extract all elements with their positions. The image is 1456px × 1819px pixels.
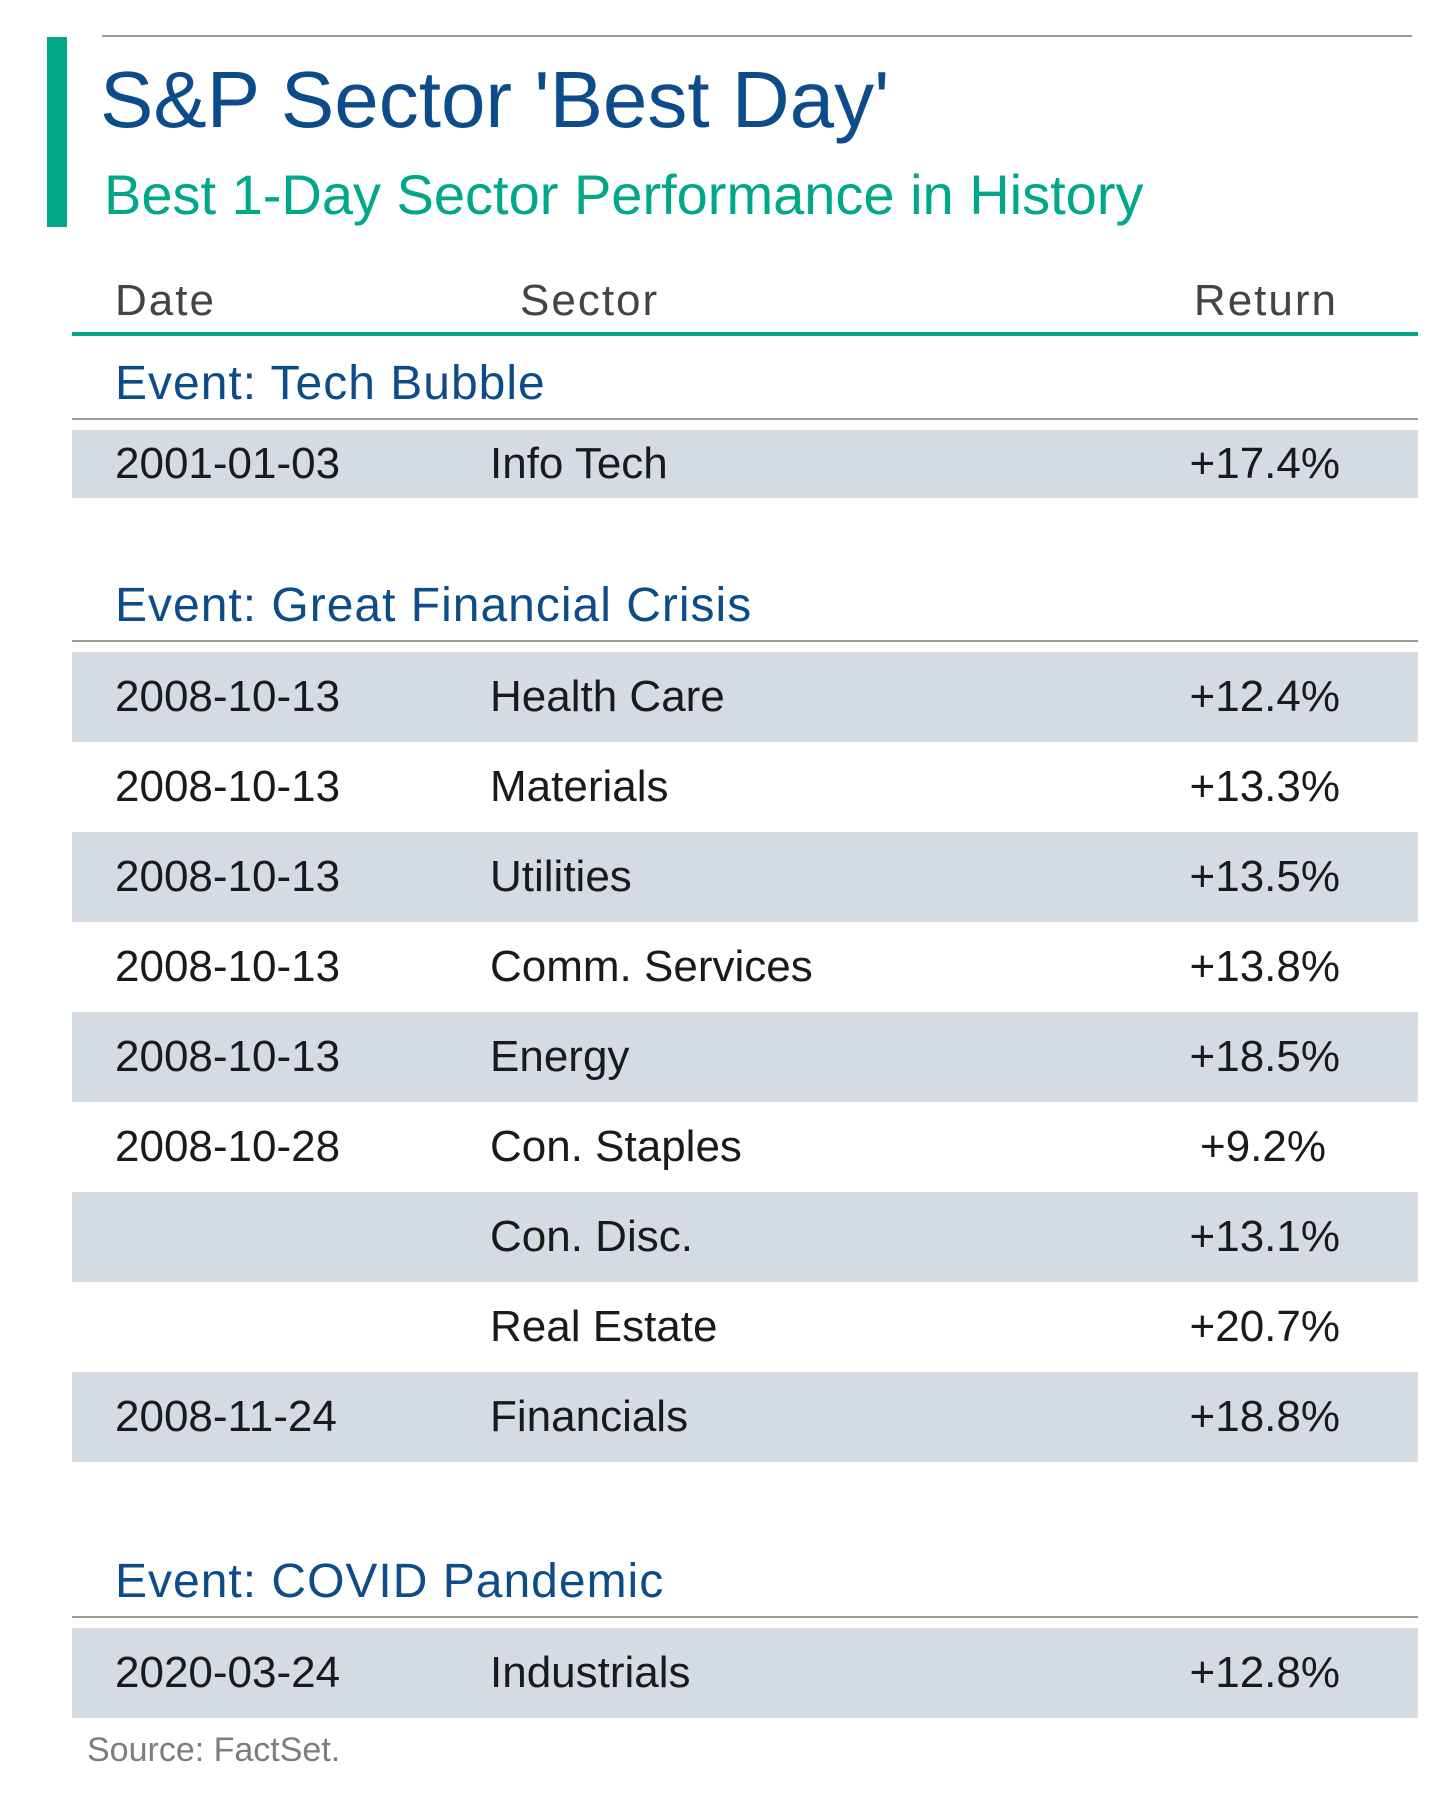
row-return: +17.4%	[1189, 439, 1340, 488]
row-return: +18.8%	[1189, 1392, 1340, 1441]
row-sector: Info Tech	[490, 439, 668, 488]
table-row: 2008-10-13 Energy +18.5%	[72, 1012, 1418, 1102]
table-row: 2008-10-13 Utilities +13.5%	[72, 832, 1418, 922]
row-sector: Energy	[490, 1032, 630, 1081]
source-note: Source: FactSet.	[87, 1731, 341, 1769]
row-return: +13.8%	[1189, 942, 1340, 991]
row-return: +9.2%	[1200, 1122, 1326, 1171]
row-date: 2008-10-13	[115, 672, 341, 721]
table-row: 2001-01-03 Info Tech +17.4%	[72, 430, 1418, 498]
header-date: Date	[115, 276, 216, 325]
table-row: Con. Disc. +13.1%	[72, 1192, 1418, 1282]
row-return: +13.5%	[1189, 852, 1340, 901]
table-row: 2020-03-24 Industrials +12.8%	[72, 1628, 1418, 1718]
top-rule	[102, 35, 1412, 37]
chart-title: S&P Sector 'Best Day'	[100, 55, 890, 144]
row-date: 2008-10-28	[115, 1122, 341, 1171]
table-row: 2008-11-24 Financials +18.8%	[72, 1372, 1418, 1462]
row-sector: Con. Staples	[490, 1122, 742, 1171]
row-date: 2008-10-13	[115, 942, 341, 991]
row-sector: Health Care	[490, 672, 725, 721]
group-title: Event: Tech Bubble	[72, 336, 1418, 420]
sector-table: Date Sector Return Event: Tech Bubble 20…	[72, 270, 1418, 1718]
group-title: Event: COVID Pandemic	[72, 1526, 1418, 1618]
table-row: 2008-10-13 Comm. Services +13.8%	[72, 922, 1418, 1012]
row-sector: Financials	[490, 1392, 689, 1441]
row-return: +18.5%	[1189, 1032, 1340, 1081]
accent-bar	[47, 37, 67, 227]
row-sector: Utilities	[490, 852, 632, 901]
row-sector: Comm. Services	[490, 942, 813, 991]
row-date: 2001-01-03	[115, 439, 341, 488]
header-sector: Sector	[520, 276, 660, 325]
table-header: Date Sector Return	[72, 270, 1418, 336]
row-sector: Con. Disc.	[490, 1212, 693, 1261]
row-date: 2008-10-13	[115, 762, 341, 811]
table-row: 2008-10-13 Materials +13.3%	[72, 742, 1418, 832]
row-sector: Materials	[490, 762, 669, 811]
row-return: +12.8%	[1189, 1648, 1340, 1697]
row-return: +20.7%	[1189, 1302, 1340, 1351]
chart-subtitle: Best 1-Day Sector Performance in History	[104, 163, 1144, 226]
group-title: Event: Great Financial Crisis	[72, 550, 1418, 642]
table-row: 2008-10-28 Con. Staples +9.2%	[72, 1102, 1418, 1192]
row-sector: Real Estate	[490, 1302, 718, 1351]
row-return: +12.4%	[1189, 672, 1340, 721]
row-date: 2008-10-13	[115, 1032, 341, 1081]
row-date: 2008-11-24	[115, 1392, 337, 1441]
row-sector: Industrials	[490, 1648, 691, 1697]
row-return: +13.3%	[1189, 762, 1340, 811]
row-date: 2008-10-13	[115, 852, 341, 901]
row-return: +13.1%	[1189, 1212, 1340, 1261]
group-label: Event: Great Financial Crisis	[115, 579, 753, 632]
table-row: 2008-10-13 Health Care +12.4%	[72, 652, 1418, 742]
row-date: 2020-03-24	[115, 1648, 341, 1697]
group-label: Event: COVID Pandemic	[115, 1555, 665, 1608]
header-return: Return	[1193, 276, 1338, 325]
group-label: Event: Tech Bubble	[115, 357, 546, 410]
table-row: Real Estate +20.7%	[72, 1282, 1418, 1372]
